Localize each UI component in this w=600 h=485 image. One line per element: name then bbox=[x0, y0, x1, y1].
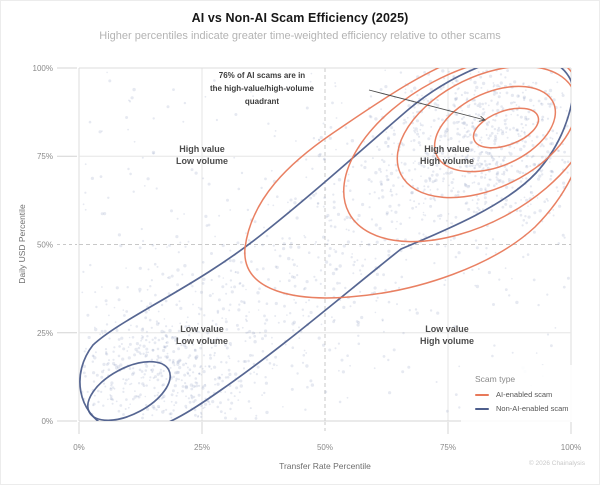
ai-contours bbox=[244, 68, 571, 299]
legend-item-non-ai: Non-AI-enabled scam bbox=[475, 404, 581, 413]
y-tick-label: 0% bbox=[41, 417, 53, 426]
legend-item-ai: AI-enabled scam bbox=[475, 390, 581, 399]
quadrant-line: Low value bbox=[180, 324, 224, 334]
quadrant-label-low-value-high-volume: Low value High volume bbox=[420, 323, 474, 347]
y-tick-label: 25% bbox=[37, 329, 53, 338]
annotation: 76% of AI scams are in the high-value/hi… bbox=[186, 69, 338, 108]
annotation-line: the high-value/high-volume bbox=[209, 84, 314, 93]
x-tick-label: 75% bbox=[440, 443, 456, 452]
legend: Scam type AI-enabled scam Non-AI-enabled… bbox=[461, 365, 585, 422]
non-ai-contours bbox=[79, 68, 571, 421]
y-axis-title: Daily USD Percentile bbox=[17, 204, 27, 284]
x-axis-title: Transfer Rate Percentile bbox=[279, 461, 371, 471]
quadrant-line: High value bbox=[424, 144, 470, 154]
quadrant-label-high-value-high-volume: High value High volume bbox=[420, 143, 474, 167]
quadrant-line: Low value bbox=[425, 324, 469, 334]
copyright-notice: © 2026 Chainalysis bbox=[528, 460, 585, 467]
quadrant-label-high-value-low-volume: High value Low volume bbox=[176, 143, 228, 167]
legend-label: AI-enabled scam bbox=[496, 390, 553, 399]
non-ai-line-swatch-icon bbox=[475, 407, 489, 410]
x-tick-label: 0% bbox=[73, 443, 85, 452]
x-tick-label: 50% bbox=[317, 443, 333, 452]
quadrant-line: Low volume bbox=[175, 336, 229, 346]
x-tick-label: 100% bbox=[561, 443, 581, 452]
y-tick-label: 50% bbox=[37, 241, 53, 250]
x-tick-label: 25% bbox=[194, 443, 210, 452]
quadrant-line: High volume bbox=[419, 156, 475, 166]
y-tick-label: 100% bbox=[33, 64, 53, 73]
x-axis-tick-labels: 0% 25% 50% 75% 100% bbox=[73, 443, 581, 452]
quadrant-line: Low volume bbox=[175, 156, 229, 166]
ai-line-swatch-icon bbox=[475, 393, 489, 396]
y-axis-tick-labels: 0% 25% 50% 75% 100% bbox=[33, 64, 53, 426]
page-title: AI vs Non-AI Scam Efficiency (2025) bbox=[191, 11, 409, 25]
chart-subtitle: Higher percentiles indicate greater time… bbox=[99, 30, 501, 42]
y-tick-label: 75% bbox=[37, 152, 53, 161]
quadrant-line: High value bbox=[179, 144, 225, 154]
annotation-arrow bbox=[368, 89, 485, 120]
annotation-line: quadrant bbox=[244, 97, 280, 106]
quadrant-label-low-value-low-volume: Low value Low volume bbox=[176, 323, 228, 347]
scatter-points bbox=[80, 69, 570, 421]
annotation-line: 76% of AI scams are in bbox=[218, 71, 306, 80]
quadrant-line: High volume bbox=[419, 336, 475, 346]
legend-label: Non-AI-enabled scam bbox=[496, 404, 569, 413]
axis-ticks bbox=[57, 67, 572, 434]
legend-title: Scam type bbox=[475, 374, 516, 384]
